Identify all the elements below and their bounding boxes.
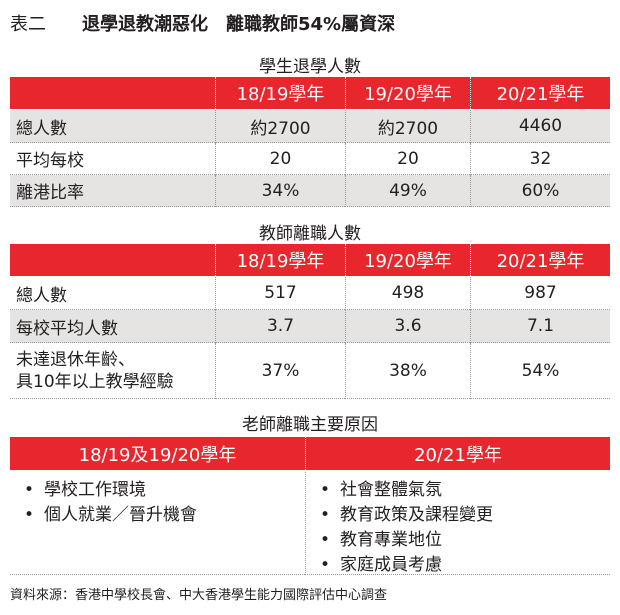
column-header: 18/19及19/20學年 xyxy=(10,437,305,470)
table-cell: 54% xyxy=(470,343,610,399)
reason-item: • 學校工作環境 xyxy=(24,478,305,503)
table-cell: 49% xyxy=(345,175,470,207)
reason-list: • 學校工作環境 • 個人就業／晉升機會 xyxy=(10,472,305,575)
table-cell: 3.6 xyxy=(345,310,470,343)
cell-line: 具10年以上教學經驗 xyxy=(16,371,174,392)
column-header: 18/19學年 xyxy=(215,77,345,109)
table-cell: 約2700 xyxy=(215,110,345,143)
column-header: 20/21學年 xyxy=(470,244,610,276)
reason-item: • 教育政策及課程變更 xyxy=(320,503,610,528)
table-cell: 20 xyxy=(345,143,470,175)
column-header: 18/19學年 xyxy=(215,244,345,276)
table-cell: 32 xyxy=(470,143,610,175)
table-label: 表二 xyxy=(10,14,46,35)
section-title: 老師離職主要原因 xyxy=(242,415,378,435)
bullet: • xyxy=(320,480,331,500)
column-header: 20/21學年 xyxy=(470,77,610,109)
reason-text: 學校工作環境 xyxy=(44,480,146,500)
table-cell: 517 xyxy=(215,277,345,310)
reason-text: 教育專業地位 xyxy=(340,530,442,550)
section-title: 教師離職人數 xyxy=(259,224,361,244)
row-label: 總人數 xyxy=(10,110,215,143)
table-cell: 34% xyxy=(215,175,345,207)
reason-item: • 個人就業／晉升機會 xyxy=(24,503,305,528)
row-label: 每校平均人數 xyxy=(10,310,215,343)
reason-list: • 社會整體氣氛 • 教育政策及課程變更 • 教育專業地位 • 家庭成員考慮 xyxy=(305,472,610,575)
column-header: 19/20學年 xyxy=(345,244,470,276)
bullet: • xyxy=(24,480,35,500)
table-cell: 37% xyxy=(215,343,345,399)
column-header: 20/21學年 xyxy=(305,437,610,470)
row-label: 總人數 xyxy=(10,277,215,310)
reason-text: 家庭成員考慮 xyxy=(340,555,442,575)
cell-line: 未達退休年齡、 xyxy=(16,349,135,370)
reason-text: 個人就業／晉升機會 xyxy=(44,505,197,525)
reason-item: • 教育專業地位 xyxy=(320,528,610,553)
row-label: 平均每校 xyxy=(10,143,215,175)
bullet: • xyxy=(24,505,35,525)
reason-text: 教育政策及課程變更 xyxy=(340,505,493,525)
table-cell: 987 xyxy=(470,277,610,310)
row-label: 未達退休年齡、 具10年以上教學經驗 xyxy=(10,343,215,399)
table-cell: 498 xyxy=(345,277,470,310)
table-cell: 3.7 xyxy=(215,310,345,343)
reason-text: 社會整體氣氛 xyxy=(340,480,442,500)
table-cell: 7.1 xyxy=(470,310,610,343)
table-cell: 約2700 xyxy=(345,110,470,143)
reason-item: • 社會整體氣氛 xyxy=(320,478,610,503)
row-label: 離港比率 xyxy=(10,175,215,207)
bullet: • xyxy=(320,530,331,550)
table-cell: 60% xyxy=(470,175,610,207)
bullet: • xyxy=(320,555,331,575)
table-cell: 20 xyxy=(215,143,345,175)
column-header: 19/20學年 xyxy=(345,77,470,109)
table-cell: 4460 xyxy=(470,110,610,143)
table-cell: 38% xyxy=(345,343,470,399)
page-title: 退學退教潮惡化 離職教師54%屬資深 xyxy=(82,14,396,35)
section-title: 學生退學人數 xyxy=(259,57,361,77)
bullet: • xyxy=(320,505,331,525)
source-note: 資料來源：香港中學校長會、中大香港學生能力國際評估中心調查 xyxy=(10,588,388,603)
reason-item: • 家庭成員考慮 xyxy=(320,553,610,578)
